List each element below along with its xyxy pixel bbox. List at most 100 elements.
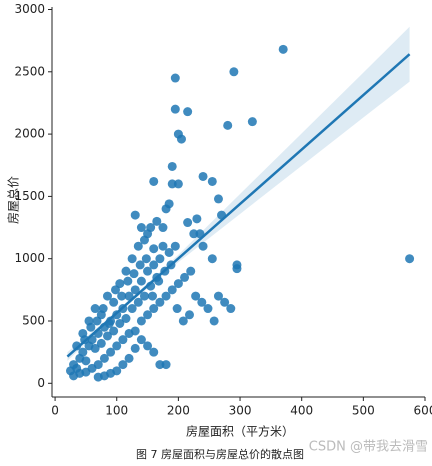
point — [93, 360, 103, 370]
point — [167, 161, 177, 171]
point — [173, 279, 183, 289]
point — [69, 371, 79, 381]
point — [170, 241, 180, 251]
point — [183, 218, 193, 228]
point — [207, 254, 217, 264]
point — [164, 199, 174, 209]
point — [220, 297, 230, 307]
point — [130, 285, 140, 295]
point — [213, 291, 223, 301]
point — [152, 216, 162, 226]
point — [147, 291, 157, 301]
point — [90, 304, 100, 314]
point — [223, 120, 233, 130]
point — [183, 107, 193, 117]
point — [136, 276, 146, 286]
x-tick-label: 500 — [352, 404, 375, 418]
point — [158, 241, 168, 251]
point — [198, 241, 208, 251]
point — [123, 276, 133, 286]
point — [143, 229, 153, 239]
point — [213, 194, 223, 204]
regression-line — [66, 53, 411, 358]
point — [135, 260, 145, 270]
x-tick-label: 0 — [51, 404, 59, 418]
point — [184, 310, 194, 320]
point — [81, 356, 91, 366]
point — [124, 353, 134, 363]
point — [229, 67, 239, 77]
point — [209, 316, 219, 326]
point — [92, 316, 102, 326]
point — [90, 343, 100, 353]
point — [198, 171, 208, 181]
point — [180, 272, 190, 282]
point — [161, 291, 171, 301]
y-tick-label: 1000 — [14, 251, 45, 265]
point — [127, 254, 137, 264]
point — [155, 254, 165, 264]
point — [161, 360, 171, 370]
point — [186, 266, 196, 276]
point — [232, 264, 242, 274]
point — [143, 310, 153, 320]
point — [173, 179, 183, 189]
point — [149, 176, 159, 186]
point — [191, 291, 201, 301]
y-tick-label: 3000 — [14, 2, 45, 16]
point — [121, 266, 131, 276]
point — [118, 360, 128, 370]
point — [172, 304, 182, 314]
x-axis-label: 房屋面积（平方米） — [186, 424, 294, 439]
point — [112, 341, 122, 351]
point — [149, 304, 159, 314]
point — [405, 254, 415, 264]
x-tick-label: 100 — [105, 404, 128, 418]
point — [170, 104, 180, 114]
point — [109, 326, 119, 336]
point — [197, 297, 207, 307]
y-tick-label: 2500 — [14, 64, 45, 78]
x-tick-label: 400 — [290, 404, 313, 418]
point — [121, 314, 131, 324]
point — [176, 134, 186, 144]
point — [170, 73, 180, 83]
point — [130, 326, 140, 336]
caption: 图 7 房屋面积与房屋总价的散点图 — [136, 447, 304, 461]
point — [130, 210, 140, 220]
point — [117, 291, 127, 301]
point — [149, 244, 159, 254]
point — [136, 223, 146, 233]
point — [124, 291, 134, 301]
point — [133, 241, 143, 251]
point — [278, 44, 288, 54]
point — [115, 318, 125, 328]
point — [136, 316, 146, 326]
watermark: CSDN @带我去滑雪 — [309, 440, 428, 455]
y-axis-label: 房屋总价 — [6, 176, 21, 224]
point — [106, 347, 116, 357]
point — [143, 341, 153, 351]
point — [127, 304, 137, 314]
point — [149, 347, 159, 357]
x-tick-label: 600 — [414, 404, 432, 418]
point — [226, 304, 236, 314]
point — [93, 372, 103, 382]
y-tick-label: 500 — [22, 313, 45, 327]
point — [189, 229, 199, 239]
y-tick-label: 1500 — [14, 189, 45, 203]
point — [164, 247, 174, 257]
point — [203, 304, 213, 314]
point — [133, 297, 143, 307]
point — [86, 322, 96, 332]
y-tick-label: 2000 — [14, 127, 45, 141]
point — [78, 347, 88, 357]
point — [72, 341, 82, 351]
x-tick-label: 300 — [229, 404, 252, 418]
point — [178, 316, 188, 326]
point — [158, 223, 168, 233]
point — [167, 285, 177, 295]
point — [130, 343, 140, 353]
point — [118, 335, 128, 345]
y-tick-label: 0 — [37, 376, 45, 390]
